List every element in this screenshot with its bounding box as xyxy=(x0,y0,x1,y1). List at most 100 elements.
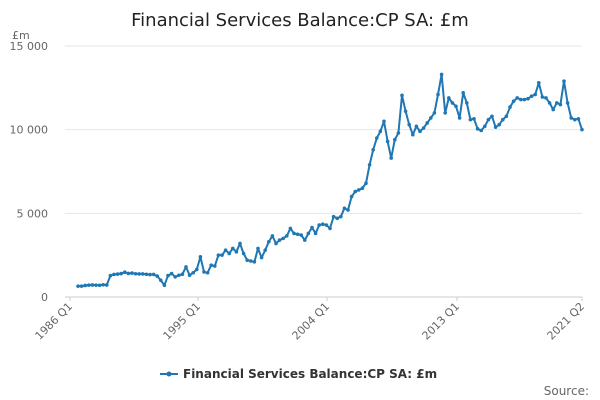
data-point[interactable] xyxy=(411,132,415,137)
data-point[interactable] xyxy=(166,273,170,278)
data-point[interactable] xyxy=(76,284,80,288)
data-point[interactable] xyxy=(551,107,555,112)
data-point[interactable] xyxy=(472,116,476,121)
data-point[interactable] xyxy=(497,122,502,127)
data-point[interactable] xyxy=(400,93,404,98)
data-point[interactable] xyxy=(529,94,534,98)
data-point[interactable] xyxy=(375,136,379,140)
data-point[interactable] xyxy=(569,116,573,120)
data-point[interactable] xyxy=(299,233,304,237)
data-point[interactable] xyxy=(565,101,570,105)
data-point[interactable] xyxy=(310,225,314,230)
data-point[interactable] xyxy=(313,231,318,236)
data-point[interactable] xyxy=(511,99,516,104)
data-point[interactable] xyxy=(421,126,426,130)
data-point[interactable] xyxy=(447,96,451,100)
data-point[interactable] xyxy=(216,253,221,257)
data-point[interactable] xyxy=(321,222,325,227)
data-point[interactable] xyxy=(382,119,386,124)
data-point[interactable] xyxy=(187,273,192,278)
data-point[interactable] xyxy=(94,283,98,287)
data-point[interactable] xyxy=(238,241,242,246)
data-point[interactable] xyxy=(303,238,307,242)
data-point[interactable] xyxy=(90,283,95,287)
data-point[interactable] xyxy=(162,283,167,288)
data-point[interactable] xyxy=(133,271,138,276)
data-point[interactable] xyxy=(241,251,246,256)
data-point[interactable] xyxy=(159,278,163,283)
data-point[interactable] xyxy=(335,216,340,221)
data-point[interactable] xyxy=(331,214,336,219)
data-point[interactable] xyxy=(454,104,458,109)
data-point[interactable] xyxy=(141,272,145,276)
data-point[interactable] xyxy=(130,271,134,275)
data-point[interactable] xyxy=(537,81,541,85)
data-point[interactable] xyxy=(105,283,109,287)
data-point[interactable] xyxy=(389,156,394,160)
data-point[interactable] xyxy=(468,117,473,122)
data-point[interactable] xyxy=(101,282,105,287)
data-point[interactable] xyxy=(558,102,563,107)
legend[interactable]: Financial Services Balance:CP SA: £m xyxy=(160,367,437,381)
data-point[interactable] xyxy=(475,127,480,131)
data-point[interactable] xyxy=(295,232,300,237)
data-point[interactable] xyxy=(526,96,530,101)
data-point[interactable] xyxy=(429,116,433,120)
data-point[interactable] xyxy=(184,265,188,269)
data-point[interactable] xyxy=(450,101,455,105)
data-point[interactable] xyxy=(79,284,84,288)
data-point[interactable] xyxy=(245,258,249,262)
data-point[interactable] xyxy=(227,251,231,256)
data-point[interactable] xyxy=(87,283,91,287)
data-point[interactable] xyxy=(573,117,577,122)
data-point[interactable] xyxy=(364,181,368,186)
data-point[interactable] xyxy=(461,91,466,95)
data-point[interactable] xyxy=(465,101,469,105)
data-point[interactable] xyxy=(540,95,545,99)
data-point[interactable] xyxy=(522,97,527,102)
data-point[interactable] xyxy=(418,129,422,134)
data-point[interactable] xyxy=(547,101,552,105)
data-point[interactable] xyxy=(493,125,498,129)
data-point[interactable] xyxy=(231,246,235,251)
data-point[interactable] xyxy=(288,226,293,231)
data-point[interactable] xyxy=(504,114,509,119)
data-point[interactable] xyxy=(220,253,224,257)
data-point[interactable] xyxy=(202,270,206,274)
data-point[interactable] xyxy=(349,194,354,199)
data-point[interactable] xyxy=(249,259,253,263)
data-point[interactable] xyxy=(252,260,257,264)
data-point[interactable] xyxy=(267,239,271,244)
data-point[interactable] xyxy=(357,188,361,192)
data-point[interactable] xyxy=(407,122,412,127)
data-point[interactable] xyxy=(479,128,484,133)
data-point[interactable] xyxy=(83,283,87,288)
data-point[interactable] xyxy=(346,208,350,212)
data-point[interactable] xyxy=(317,223,322,227)
data-point[interactable] xyxy=(270,234,275,238)
data-point[interactable] xyxy=(353,189,358,194)
data-point[interactable] xyxy=(490,114,494,119)
data-point[interactable] xyxy=(501,117,505,122)
data-point[interactable] xyxy=(191,270,195,275)
data-point[interactable] xyxy=(393,137,397,142)
data-point[interactable] xyxy=(137,272,141,276)
data-point[interactable] xyxy=(223,248,228,252)
data-point[interactable] xyxy=(403,109,408,114)
data-point[interactable] xyxy=(177,273,181,278)
data-point[interactable] xyxy=(425,121,430,125)
data-point[interactable] xyxy=(555,101,559,105)
data-point[interactable] xyxy=(443,111,448,115)
data-point[interactable] xyxy=(151,272,156,277)
data-point[interactable] xyxy=(576,116,581,121)
data-point[interactable] xyxy=(274,241,278,246)
data-point[interactable] xyxy=(256,246,260,251)
data-point[interactable] xyxy=(486,117,491,122)
data-point[interactable] xyxy=(519,97,523,102)
data-point[interactable] xyxy=(126,271,131,276)
data-point[interactable] xyxy=(483,124,487,129)
data-point[interactable] xyxy=(281,236,286,241)
data-point[interactable] xyxy=(385,139,390,144)
data-point[interactable] xyxy=(205,270,210,275)
data-point[interactable] xyxy=(119,271,123,276)
